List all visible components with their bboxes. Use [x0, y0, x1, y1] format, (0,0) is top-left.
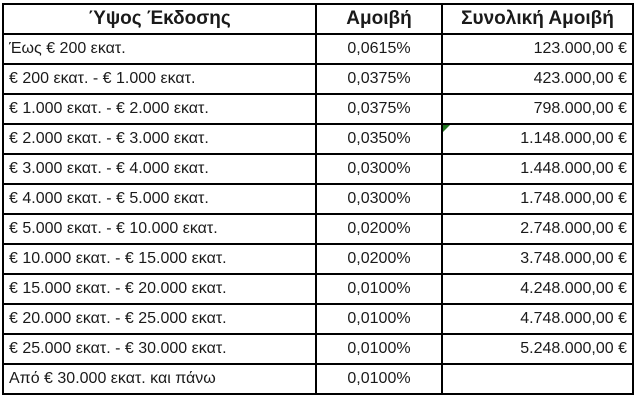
- issue-range-cell: Από € 30.000 εκατ. και πάνω: [2, 363, 317, 395]
- cell-text: 0,0375%: [347, 70, 411, 87]
- fee-percent-cell: 0,0375%: [315, 93, 443, 125]
- cell-text: 798.000,00 €: [533, 100, 627, 117]
- table-row: € 15.000 εκατ. - € 20.000 εκατ. 0,0100% 4.…: [2, 273, 634, 305]
- issue-range-cell: € 1.000 εκατ. - € 2.000 εκατ.: [2, 93, 317, 125]
- issue-range-cell: € 10.000 εκατ. - € 15.000 εκατ.: [2, 243, 317, 275]
- cell-text: 0,0200%: [347, 220, 411, 237]
- cell-text: € 10.000 εκατ. - € 15.000 εκατ.: [9, 250, 227, 267]
- issue-range-cell: € 15.000 εκατ. - € 20.000 εκατ.: [2, 273, 317, 305]
- issue-range-cell: € 4.000 εκατ. - € 5.000 εκατ.: [2, 183, 317, 215]
- cell-text: 0,0300%: [347, 190, 411, 207]
- fee-percent-cell: 0,0100%: [315, 333, 443, 365]
- total-fee-cell: 3.748.000,00 €: [441, 243, 634, 275]
- total-fee-cell: 4.248.000,00 €: [441, 273, 634, 305]
- issue-range-cell: Έως € 200 εκατ.: [2, 33, 317, 65]
- fee-percent-cell: 0,0375%: [315, 63, 443, 95]
- cell-text: € 20.000 εκατ. - € 25.000 εκατ.: [9, 310, 227, 327]
- table-row: € 20.000 εκατ. - € 25.000 εκατ. 0,0100% 4.…: [2, 303, 634, 335]
- table-row: € 200 εκατ. - € 1.000 εκατ. 0,0375% 423.00…: [2, 63, 634, 95]
- cell-text: 1.448.000,00 €: [520, 160, 627, 177]
- table-row: € 3.000 εκατ. - € 4.000 εκατ. 0,0300% 1.44…: [2, 153, 634, 185]
- issue-range-cell: € 200 εκατ. - € 1.000 εκατ.: [2, 63, 317, 95]
- table-row: € 5.000 εκατ. - € 10.000 εκατ. 0,0200% 2.7…: [2, 213, 634, 245]
- cell-text: 4.248.000,00 €: [520, 280, 627, 297]
- total-fee-cell: 423.000,00 €: [441, 63, 634, 95]
- table-row: € 1.000 εκατ. - € 2.000 εκατ. 0,0375% 798.…: [2, 93, 634, 125]
- cell-text: 1.748.000,00 €: [520, 190, 627, 207]
- fee-percent-cell: 0,0200%: [315, 243, 443, 275]
- cell-text: 423.000,00 €: [533, 70, 627, 87]
- total-fee-cell: 1.148.000,00 €: [441, 123, 634, 155]
- cell-text: 0,0100%: [347, 280, 411, 297]
- total-fee-cell: 4.748.000,00 €: [441, 303, 634, 335]
- cell-text: 0,0100%: [347, 370, 411, 387]
- total-fee-cell: 798.000,00 €: [441, 93, 634, 125]
- issue-range-cell: € 3.000 εκατ. - € 4.000 εκατ.: [2, 153, 317, 185]
- cell-text: 0,0350%: [347, 130, 411, 147]
- cell-text: € 200 εκατ. - € 1.000 εκατ.: [9, 70, 196, 87]
- total-fee-cell: 1.448.000,00 €: [441, 153, 634, 185]
- cell-text: Έως € 200 εκατ.: [9, 40, 126, 57]
- fee-table-body: Έως € 200 εκατ. 0,0615% 123.000,00 € € 200 …: [2, 33, 634, 395]
- table-row: € 2.000 εκατ. - € 3.000 εκατ. 0,0350% 1.14…: [2, 123, 634, 155]
- cell-text: 0,0615%: [347, 40, 411, 57]
- cell-text: 0,0300%: [347, 160, 411, 177]
- col-header-fee: Αμοιβή: [315, 3, 443, 35]
- issue-range-cell: € 5.000 εκατ. - € 10.000 εκατ.: [2, 213, 317, 245]
- issue-range-cell: € 25.000 εκατ. - € 30.000 εκατ.: [2, 333, 317, 365]
- table-row: € 4.000 εκατ. - € 5.000 εκατ. 0,0300% 1.74…: [2, 183, 634, 215]
- table-row: Έως € 200 εκατ. 0,0615% 123.000,00 €: [2, 33, 634, 65]
- fee-percent-cell: 0,0200%: [315, 213, 443, 245]
- fee-percent-cell: 0,0300%: [315, 153, 443, 185]
- total-fee-cell: 123.000,00 €: [441, 33, 634, 65]
- fee-schedule-table: Ύψος Έκδοσης Αμοιβή Συνολική Αμοιβή Έως …: [2, 3, 634, 395]
- cell-text: 3.748.000,00 €: [520, 250, 627, 267]
- total-fee-cell: 5.248.000,00 €: [441, 333, 634, 365]
- total-fee-cell: [441, 363, 634, 395]
- cell-text: 1.148.000,00 €: [520, 130, 627, 147]
- cell-text: € 1.000 εκατ. - € 2.000 εκατ.: [9, 100, 209, 117]
- cell-text: € 3.000 εκατ. - € 4.000 εκατ.: [9, 160, 209, 177]
- table-row: Από € 30.000 εκατ. και πάνω 0,0100%: [2, 363, 634, 395]
- col-header-total-fee: Συνολική Αμοιβή: [441, 3, 634, 35]
- fee-percent-cell: 0,0100%: [315, 273, 443, 305]
- cell-text: 0,0200%: [347, 250, 411, 267]
- issue-range-cell: € 20.000 εκατ. - € 25.000 εκατ.: [2, 303, 317, 335]
- cell-text: 2.748.000,00 €: [520, 220, 627, 237]
- issue-range-cell: € 2.000 εκατ. - € 3.000 εκατ.: [2, 123, 317, 155]
- cell-text: € 4.000 εκατ. - € 5.000 εκατ.: [9, 190, 209, 207]
- cell-text: 5.248.000,00 €: [520, 340, 627, 357]
- cell-text: 0,0100%: [347, 340, 411, 357]
- cell-text: € 2.000 εκατ. - € 3.000 εκατ.: [9, 130, 209, 147]
- fee-percent-cell: 0,0100%: [315, 303, 443, 335]
- fee-percent-cell: 0,0100%: [315, 363, 443, 395]
- cell-text: 0,0100%: [347, 310, 411, 327]
- cell-text: € 15.000 εκατ. - € 20.000 εκατ.: [9, 280, 227, 297]
- col-header-issue-size: Ύψος Έκδοσης: [2, 3, 317, 35]
- fee-percent-cell: 0,0615%: [315, 33, 443, 65]
- total-fee-cell: 2.748.000,00 €: [441, 213, 634, 245]
- fee-percent-cell: 0,0350%: [315, 123, 443, 155]
- table-row: € 25.000 εκατ. - € 30.000 εκατ. 0,0100% 5.…: [2, 333, 634, 365]
- cell-text: 123.000,00 €: [533, 40, 627, 57]
- cell-error-indicator-icon: [444, 126, 450, 132]
- header-row: Ύψος Έκδοσης Αμοιβή Συνολική Αμοιβή: [2, 3, 634, 35]
- cell-text: € 5.000 εκατ. - € 10.000 εκατ.: [9, 220, 218, 237]
- cell-text: € 25.000 εκατ. - € 30.000 εκατ.: [9, 340, 227, 357]
- cell-text: 0,0375%: [347, 100, 411, 117]
- table-row: € 10.000 εκατ. - € 15.000 εκατ. 0,0200% 3.…: [2, 243, 634, 275]
- cell-text: 4.748.000,00 €: [520, 310, 627, 327]
- total-fee-cell: 1.748.000,00 €: [441, 183, 634, 215]
- cell-text: Από € 30.000 εκατ. και πάνω: [9, 370, 216, 387]
- fee-percent-cell: 0,0300%: [315, 183, 443, 215]
